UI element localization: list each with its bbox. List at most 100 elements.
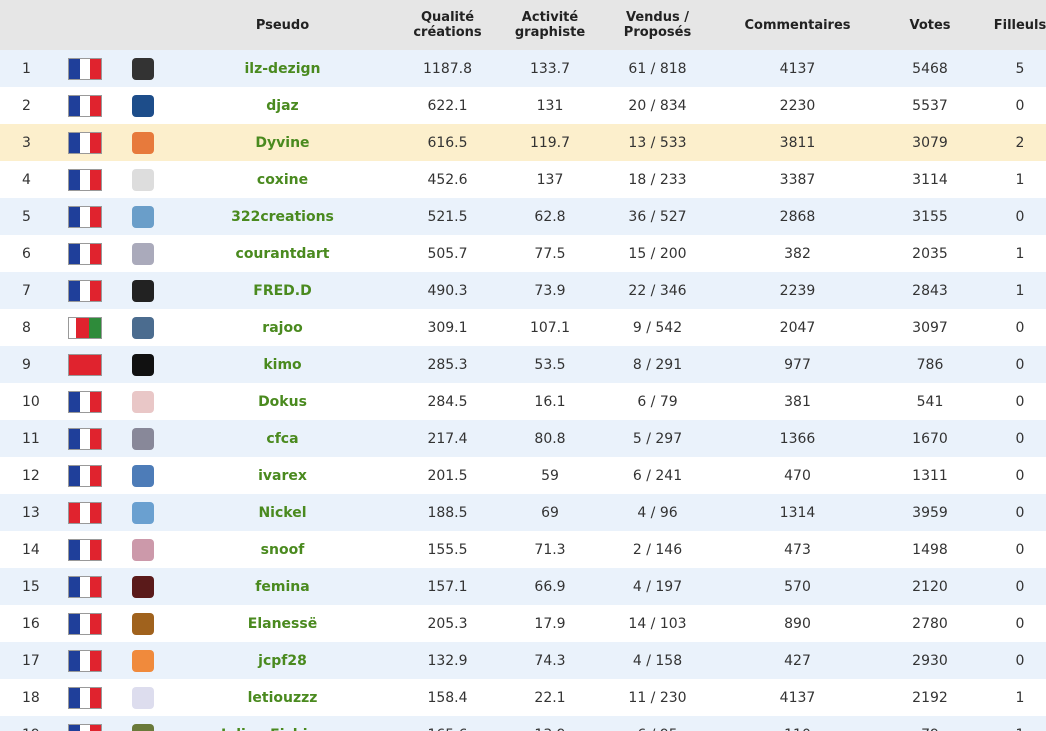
flag-icon: [68, 428, 102, 450]
flag-stripe: [80, 577, 91, 597]
pseudo[interactable]: Julien Eichinger: [170, 716, 395, 731]
stat-cell: 473: [715, 531, 880, 568]
avatar-cell: [115, 124, 170, 161]
stat-cell: 1498: [880, 531, 980, 568]
stat-cell: 188.5: [395, 494, 500, 531]
flag-stripe: [69, 503, 80, 523]
avatar-cell: [115, 494, 170, 531]
stat-cell: 1: [980, 679, 1046, 716]
avatar: [132, 465, 154, 487]
pseudo[interactable]: snoof: [170, 531, 395, 568]
flag-stripe: [80, 244, 91, 264]
table-row: 19Julien Eichinger165.613.96 / 95110791: [0, 716, 1046, 731]
header-cell: [55, 0, 115, 50]
avatar: [132, 58, 154, 80]
stat-cell: 217.4: [395, 420, 500, 457]
stat-cell: 0: [980, 383, 1046, 420]
stat-cell: 5 / 297: [600, 420, 715, 457]
flag-cell: [55, 457, 115, 494]
stat-cell: 59: [500, 457, 600, 494]
flag-icon: [68, 539, 102, 561]
pseudo[interactable]: coxine: [170, 161, 395, 198]
stat-cell: 3114: [880, 161, 980, 198]
stat-cell: 205.3: [395, 605, 500, 642]
rank: 6: [0, 235, 55, 272]
stat-cell: 2239: [715, 272, 880, 309]
flag-icon: [68, 613, 102, 635]
stat-cell: 890: [715, 605, 880, 642]
header-cell: Commentaires: [715, 0, 880, 50]
stat-cell: 0: [980, 457, 1046, 494]
stat-cell: 0: [980, 346, 1046, 383]
pseudo[interactable]: Dyvine: [170, 124, 395, 161]
pseudo[interactable]: ivarex: [170, 457, 395, 494]
stat-cell: 309.1: [395, 309, 500, 346]
pseudo[interactable]: femina: [170, 568, 395, 605]
pseudo[interactable]: letiouzzz: [170, 679, 395, 716]
flag-stripe: [90, 429, 101, 449]
pseudo[interactable]: kimo: [170, 346, 395, 383]
stat-cell: 22.1: [500, 679, 600, 716]
flag-icon: [68, 576, 102, 598]
flag-icon: [68, 650, 102, 672]
stat-cell: 17.9: [500, 605, 600, 642]
flag-icon: [68, 132, 102, 154]
stat-cell: 133.7: [500, 50, 600, 87]
pseudo[interactable]: ilz-dezign: [170, 50, 395, 87]
stat-cell: 79: [880, 716, 980, 731]
pseudo[interactable]: courantdart: [170, 235, 395, 272]
avatar: [132, 650, 154, 672]
flag-stripe: [89, 318, 101, 338]
stat-cell: 4137: [715, 50, 880, 87]
rank: 4: [0, 161, 55, 198]
pseudo[interactable]: Elanessë: [170, 605, 395, 642]
avatar-cell: [115, 272, 170, 309]
stat-cell: 1187.8: [395, 50, 500, 87]
stat-cell: 155.5: [395, 531, 500, 568]
stat-cell: 5537: [880, 87, 980, 124]
avatar-cell: [115, 50, 170, 87]
pseudo[interactable]: Nickel: [170, 494, 395, 531]
pseudo[interactable]: FRED.D: [170, 272, 395, 309]
header-cell: Filleuls: [980, 0, 1046, 50]
stat-cell: 0: [980, 605, 1046, 642]
stat-cell: 2035: [880, 235, 980, 272]
stat-cell: 9 / 542: [600, 309, 715, 346]
pseudo[interactable]: jcpf28: [170, 642, 395, 679]
rank: 13: [0, 494, 55, 531]
flag-stripe: [90, 96, 101, 116]
pseudo[interactable]: rajoo: [170, 309, 395, 346]
flag-stripe: [90, 725, 101, 731]
flag-cell: [55, 642, 115, 679]
stat-cell: 165.6: [395, 716, 500, 731]
avatar: [132, 502, 154, 524]
avatar-cell: [115, 235, 170, 272]
avatar-cell: [115, 420, 170, 457]
stat-cell: 20 / 834: [600, 87, 715, 124]
stat-cell: 158.4: [395, 679, 500, 716]
stat-cell: 131: [500, 87, 600, 124]
stat-cell: 2843: [880, 272, 980, 309]
stat-cell: 977: [715, 346, 880, 383]
stat-cell: 4 / 197: [600, 568, 715, 605]
avatar: [132, 280, 154, 302]
flag-icon: [68, 502, 102, 524]
flag-stripe: [80, 503, 91, 523]
stat-cell: 62.8: [500, 198, 600, 235]
stat-cell: 1: [980, 716, 1046, 731]
stat-cell: 1: [980, 235, 1046, 272]
pseudo[interactable]: cfca: [170, 420, 395, 457]
stat-cell: 2 / 146: [600, 531, 715, 568]
flag-icon: [68, 169, 102, 191]
pseudo[interactable]: djaz: [170, 87, 395, 124]
avatar: [132, 539, 154, 561]
pseudo[interactable]: 322creations: [170, 198, 395, 235]
flag-stripe: [80, 651, 91, 671]
pseudo[interactable]: Dokus: [170, 383, 395, 420]
stat-cell: 0: [980, 309, 1046, 346]
flag-stripe: [69, 96, 80, 116]
